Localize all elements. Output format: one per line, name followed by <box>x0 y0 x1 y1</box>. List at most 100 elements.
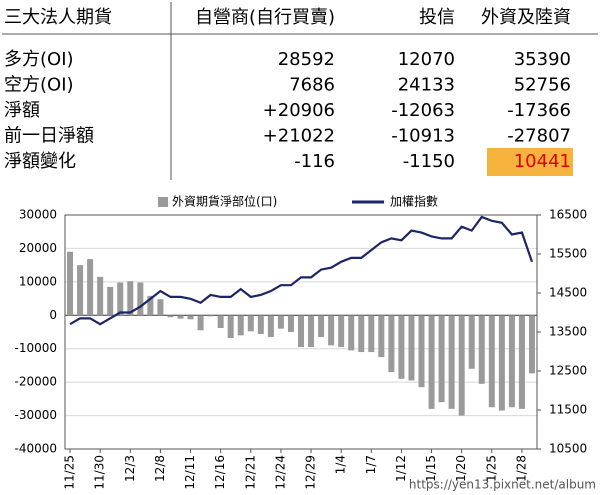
legend-label: 外資期貨淨部位(口) <box>172 194 277 209</box>
x-tick-label: 1/25 <box>484 455 498 482</box>
bar <box>237 315 244 336</box>
bar <box>458 315 465 416</box>
bar <box>247 315 254 332</box>
bar <box>508 315 515 408</box>
table-cell: 12070 <box>398 49 455 70</box>
table-cell: -17366 <box>507 100 571 121</box>
table-cell: 淨額 <box>4 100 40 121</box>
table-cell: 多方(OI) <box>4 49 74 70</box>
bar <box>448 315 455 409</box>
bar <box>388 315 395 373</box>
table-cell: 10441 <box>514 151 571 172</box>
table-cell: 35390 <box>514 49 571 70</box>
bar <box>518 315 525 409</box>
x-tick-label: 11/30 <box>93 455 107 490</box>
legend-label: 加權指數 <box>390 194 438 209</box>
x-tick-label: 1/15 <box>424 455 438 482</box>
y-tick-label: 0 <box>49 308 57 322</box>
table-cell: 24133 <box>398 75 455 96</box>
table-cell: 空方(OI) <box>4 75 74 96</box>
x-tick-label: 1/28 <box>514 455 528 482</box>
bar <box>187 315 194 320</box>
table-header: 自營商(自行買賣) <box>195 7 335 28</box>
table-cell: -116 <box>294 151 335 172</box>
bar <box>468 315 475 369</box>
bar <box>207 315 214 317</box>
x-tick-label: 11/25 <box>63 455 77 490</box>
bar <box>197 315 204 331</box>
bar <box>167 315 174 318</box>
bar <box>277 315 284 329</box>
bar <box>117 282 124 316</box>
bar <box>308 315 315 348</box>
bar <box>177 315 184 319</box>
x-tick-label: 12/3 <box>123 455 137 482</box>
x-tick-label: 12/24 <box>273 455 287 490</box>
bar <box>257 315 264 335</box>
bar <box>127 281 134 316</box>
table-cell: 52756 <box>514 75 571 96</box>
bar <box>428 315 435 409</box>
y-tick-label: 10000 <box>19 274 57 288</box>
bar <box>217 315 224 328</box>
bar <box>368 315 375 353</box>
bar <box>488 315 495 408</box>
x-tick-label: 1/7 <box>364 455 378 474</box>
y-tick-label: -30000 <box>14 408 57 422</box>
x-tick-label: 12/11 <box>183 455 197 490</box>
table-cell: -1150 <box>403 151 455 172</box>
bar <box>398 315 405 379</box>
table-cell: -10913 <box>391 126 455 147</box>
y-tick-label: 20000 <box>19 241 57 255</box>
x-tick-label: 12/21 <box>243 455 257 490</box>
y2-tick-label: 11500 <box>549 403 587 417</box>
bar <box>97 276 104 316</box>
table-cell: +21022 <box>263 126 335 147</box>
y-tick-label: -20000 <box>14 375 57 389</box>
bar <box>318 315 325 338</box>
bar <box>418 315 425 388</box>
x-tick-label: 1/20 <box>454 455 468 482</box>
y2-tick-label: 14500 <box>549 286 587 300</box>
bar <box>348 315 355 351</box>
bar <box>77 265 84 316</box>
bar <box>107 286 114 316</box>
bar <box>438 315 445 403</box>
table-cell: 7686 <box>289 75 335 96</box>
bar <box>147 295 154 316</box>
bar <box>67 251 74 316</box>
bar <box>227 315 234 339</box>
table-header: 三大法人期貨 <box>4 7 112 28</box>
y2-tick-label: 16500 <box>549 208 587 222</box>
index-line <box>69 215 534 326</box>
table-cell: 28592 <box>278 49 335 70</box>
x-tick-label: 12/16 <box>213 455 227 490</box>
highlight <box>487 148 573 176</box>
bar <box>287 315 294 332</box>
y2-tick-label: 15500 <box>549 247 587 261</box>
table-header: 外資及陸資 <box>481 7 571 28</box>
bar <box>267 315 274 338</box>
x-tick-label: 12/29 <box>304 455 318 490</box>
bar <box>298 315 304 348</box>
y-tick-label: -10000 <box>14 341 57 355</box>
table-cell: 前一日淨額 <box>4 126 94 147</box>
table-cell: -27807 <box>507 126 571 147</box>
plot-frame <box>64 214 538 450</box>
y-tick-label: 30000 <box>19 208 57 222</box>
bar <box>338 315 345 348</box>
x-tick-label: 1/4 <box>334 455 348 474</box>
table-cell: 淨額變化 <box>4 151 76 172</box>
bar <box>528 315 535 374</box>
bar <box>137 282 144 316</box>
bar <box>378 315 385 358</box>
table-header: 投信 <box>419 7 455 28</box>
legend-swatch <box>158 197 168 207</box>
bar <box>157 299 164 316</box>
bar <box>328 315 335 346</box>
watermark: https://yen13.pixnet.net/album <box>409 478 596 492</box>
bar <box>498 315 505 411</box>
y-tick-label: -40000 <box>14 442 57 456</box>
bar <box>87 259 94 316</box>
